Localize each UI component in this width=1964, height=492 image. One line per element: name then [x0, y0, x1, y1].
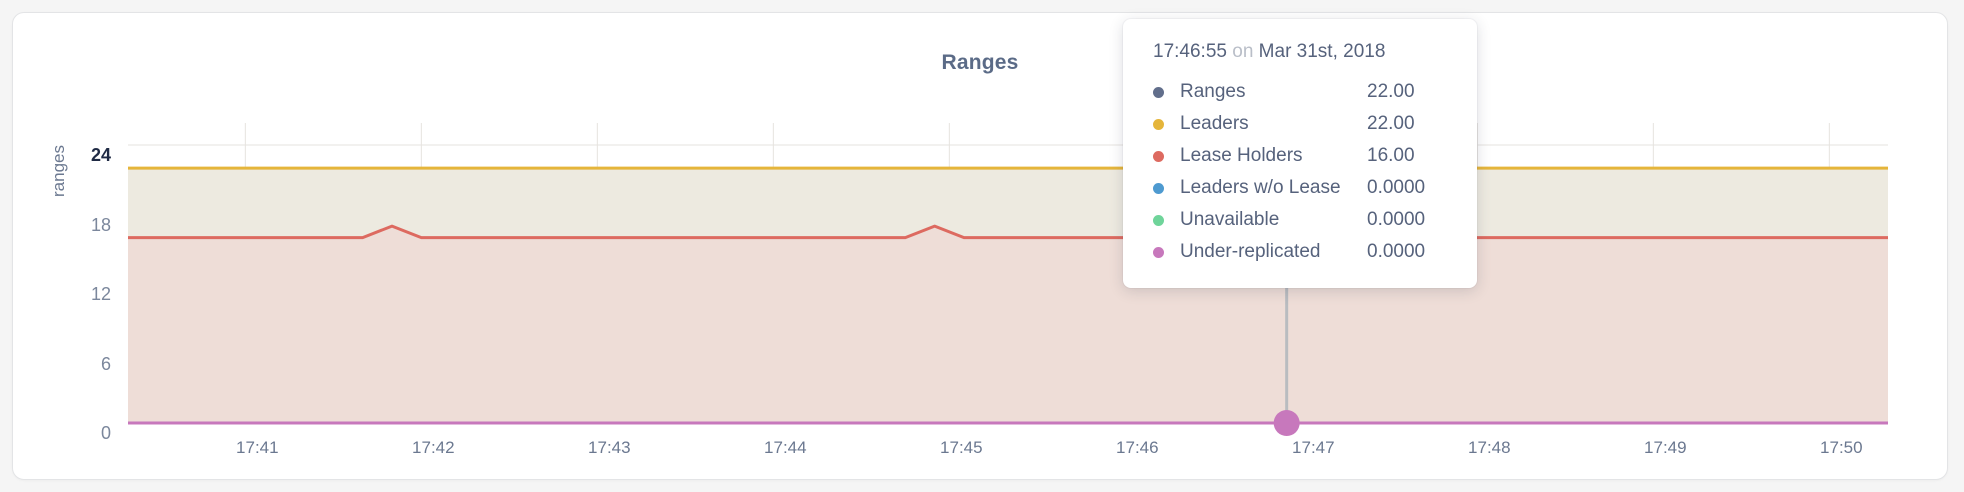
- x-axis-tick-label: 17:41: [236, 438, 279, 457]
- x-axis-tick-label: 17:47: [1292, 438, 1335, 457]
- tooltip-series-value: 22.00: [1367, 81, 1415, 102]
- x-axis-tick-label: 17:48: [1468, 438, 1511, 457]
- x-axis-tick-label: 17:42: [412, 438, 455, 457]
- x-axis-tick-label: 17:49: [1644, 438, 1687, 457]
- tooltip-rows: Ranges 22.00 Leaders 22.00 Lease Holders 16.0…: [1153, 76, 1451, 268]
- x-axis-tick-label: 17:44: [764, 438, 807, 457]
- series-color-dot-icon: [1153, 246, 1164, 258]
- y-axis-tick-label: 12: [90, 284, 111, 304]
- series-color-dot-icon: [1153, 214, 1164, 226]
- hover-marker-under-replicated: [1273, 410, 1300, 436]
- y-axis-tick-label: 24: [90, 145, 111, 165]
- plot-area[interactable]: [13, 13, 1949, 481]
- tooltip-row: Leaders w/o Lease 0.0000: [1153, 172, 1451, 204]
- tooltip-row: Under-replicated 0.0000: [1153, 236, 1451, 268]
- tooltip-series-label: Leaders: [1180, 113, 1249, 134]
- x-axis-tick-label: 17:46: [1116, 438, 1159, 457]
- y-axis-tick-label: 18: [90, 214, 111, 235]
- series-color-dot-icon: [1153, 150, 1164, 162]
- tooltip-row: Leaders 22.00: [1153, 108, 1451, 140]
- y-axis-tick-label: 6: [100, 353, 111, 374]
- chart-svg[interactable]: [13, 13, 1949, 481]
- tooltip-date: Mar 31st, 2018: [1258, 41, 1386, 62]
- tooltip-on-word: on: [1232, 41, 1254, 62]
- tooltip-series-value: 22.00: [1367, 113, 1415, 134]
- tooltip-series-label: Under-replicated: [1180, 241, 1321, 262]
- tooltip-header: 17:46:55 on Mar 31st, 2018: [1153, 41, 1451, 63]
- x-axis-tick-label: 17:43: [588, 438, 631, 457]
- tooltip-row: Ranges 22.00: [1153, 76, 1451, 108]
- chart-card: Ranges ranges 24 18 12 6 0 17:41 17:42 17:43 17…: [12, 12, 1948, 480]
- tooltip-series-label: Lease Holders: [1180, 145, 1303, 166]
- tooltip-series-label: Leaders w/o Lease: [1180, 177, 1341, 198]
- x-axis-tick-label: 17:45: [940, 438, 983, 457]
- x-axis-tick-label: 17:50: [1820, 438, 1863, 457]
- tooltip-series-label: Unavailable: [1180, 209, 1280, 230]
- tooltip-series-value: 16.00: [1367, 145, 1415, 166]
- series-line-lease-holders: [128, 224, 1888, 240]
- hover-tooltip: 17:46:55 on Mar 31st, 2018 Ranges 22.00 Le…: [1123, 19, 1477, 288]
- tooltip-series-value: 0.0000: [1367, 241, 1426, 262]
- y-axis-tick-label: 0: [100, 423, 111, 443]
- series-color-dot-icon: [1153, 182, 1164, 194]
- series-color-dot-icon: [1153, 86, 1164, 98]
- page-title: Ranges: [941, 51, 1019, 74]
- tooltip-row: Unavailable 0.0000: [1153, 204, 1451, 236]
- tooltip-series-value: 0.0000: [1367, 209, 1426, 230]
- series-color-dot-icon: [1153, 118, 1164, 130]
- tooltip-time: 17:46:55: [1153, 41, 1227, 62]
- tooltip-row: Lease Holders 16.00: [1153, 140, 1451, 172]
- tooltip-series-label: Ranges: [1180, 81, 1246, 102]
- series-area-lease-holders: [128, 226, 1888, 423]
- tooltip-series-value: 0.0000: [1367, 177, 1426, 198]
